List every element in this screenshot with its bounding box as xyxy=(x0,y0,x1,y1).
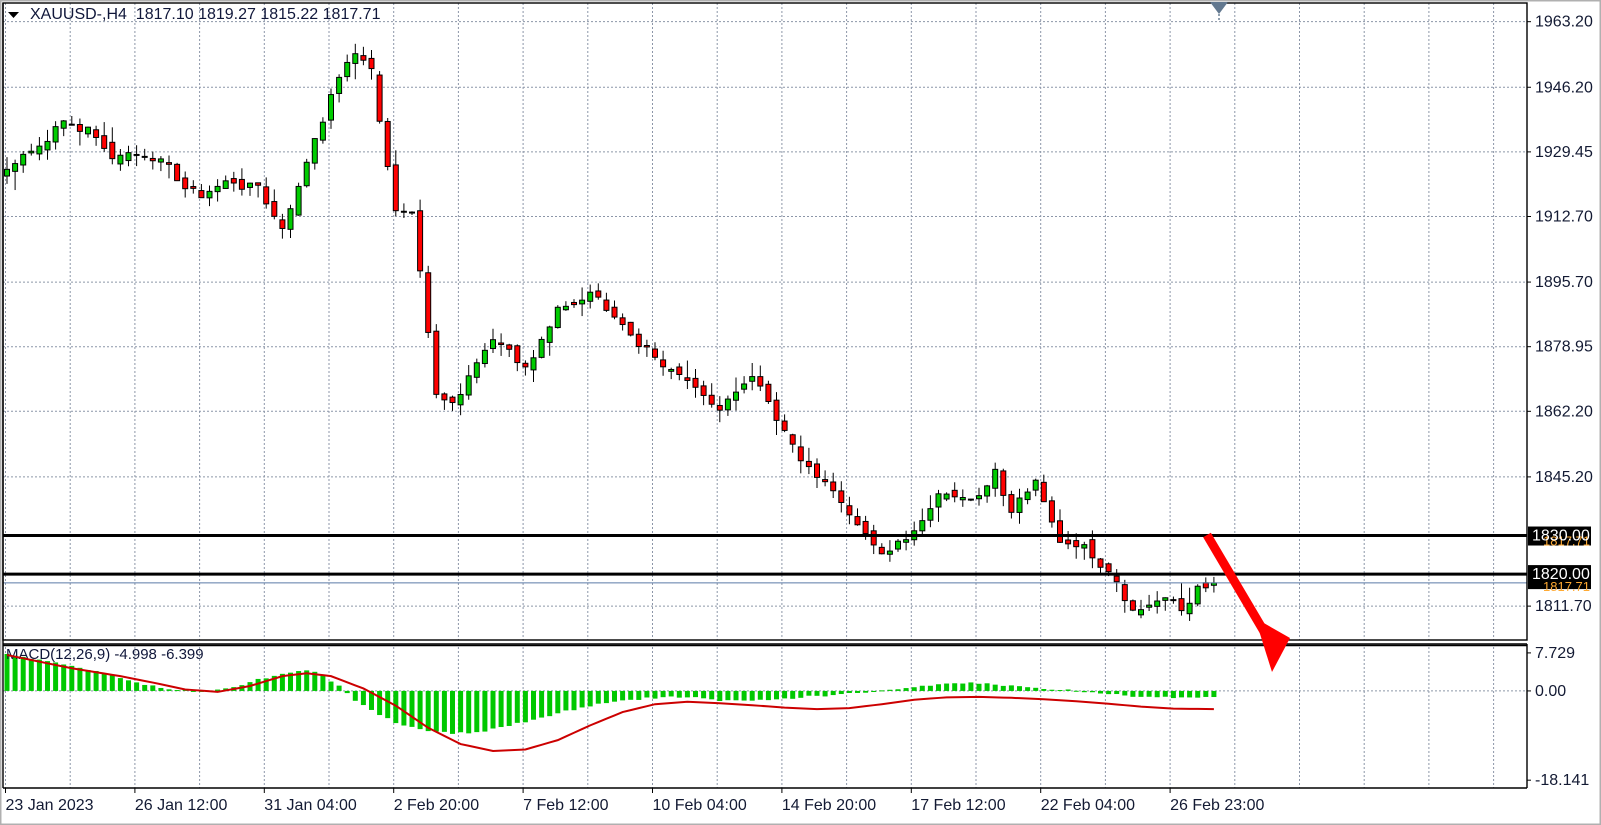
svg-text:26 Feb 23:00: 26 Feb 23:00 xyxy=(1170,797,1264,814)
svg-text:31 Jan 04:00: 31 Jan 04:00 xyxy=(264,797,357,814)
svg-text:17 Feb 12:00: 17 Feb 12:00 xyxy=(911,797,1005,814)
svg-text:23 Jan 2023: 23 Jan 2023 xyxy=(6,797,94,814)
svg-text:1830.00: 1830.00 xyxy=(1532,528,1590,545)
svg-text:22 Feb 04:00: 22 Feb 04:00 xyxy=(1041,797,1135,814)
svg-text:1946.20: 1946.20 xyxy=(1535,79,1593,96)
svg-text:XAUUSD-,H4 1817.10 1819.27 18: XAUUSD-,H4 1817.10 1819.27 1815.22 1817.… xyxy=(30,6,381,23)
svg-text:14 Feb 20:00: 14 Feb 20:00 xyxy=(782,797,876,814)
svg-text:1811.70: 1811.70 xyxy=(1535,598,1592,615)
svg-text:1820.00: 1820.00 xyxy=(1532,566,1590,583)
svg-text:1862.20: 1862.20 xyxy=(1535,403,1593,420)
svg-text:10 Feb 04:00: 10 Feb 04:00 xyxy=(653,797,747,814)
svg-text:0.00: 0.00 xyxy=(1535,683,1566,700)
svg-text:1895.70: 1895.70 xyxy=(1535,274,1593,291)
svg-text:1929.45: 1929.45 xyxy=(1535,144,1593,161)
svg-text:1878.95: 1878.95 xyxy=(1535,339,1593,356)
svg-text:2 Feb 20:00: 2 Feb 20:00 xyxy=(394,797,480,814)
svg-text:1912.70: 1912.70 xyxy=(1535,208,1593,225)
svg-text:26 Jan 12:00: 26 Jan 12:00 xyxy=(135,797,228,814)
svg-text:1845.20: 1845.20 xyxy=(1535,469,1593,486)
svg-text:-18.141: -18.141 xyxy=(1535,772,1589,789)
svg-text:1963.20: 1963.20 xyxy=(1535,14,1593,31)
svg-text:7.729: 7.729 xyxy=(1535,645,1575,662)
svg-text:7 Feb 12:00: 7 Feb 12:00 xyxy=(523,797,609,814)
